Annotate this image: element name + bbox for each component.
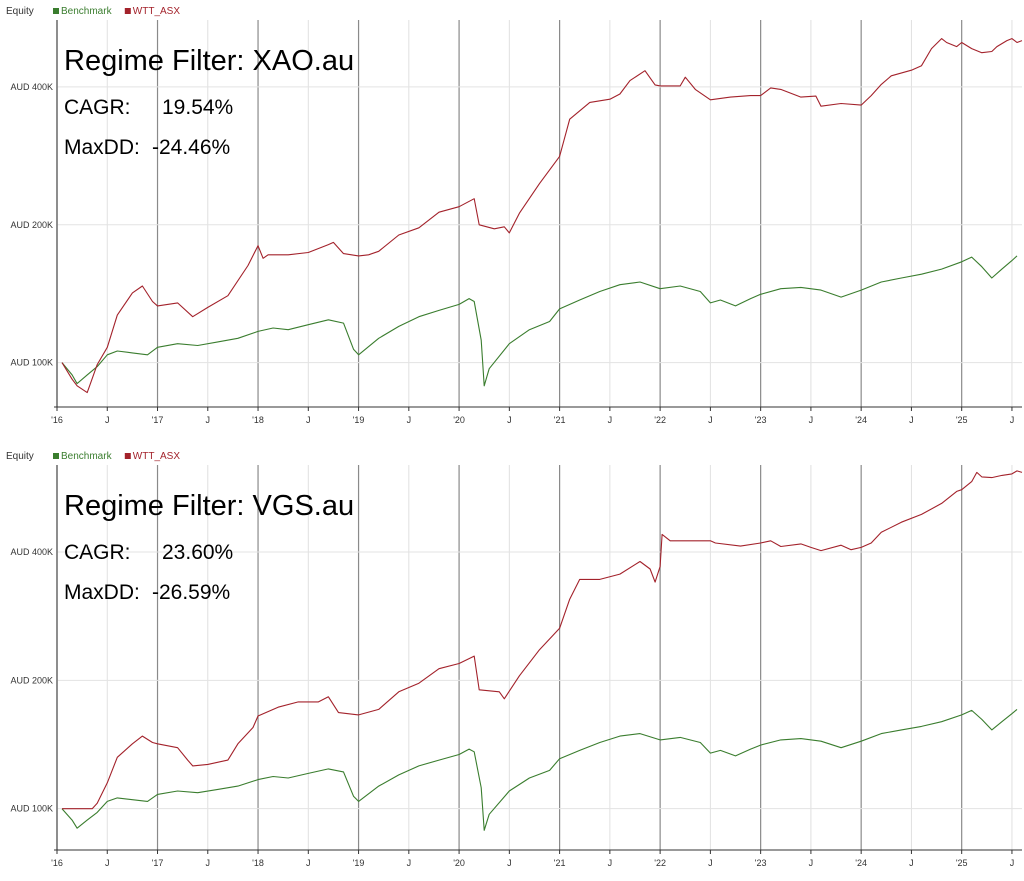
x-tick-label-5: J — [306, 858, 311, 868]
x-tick-label-1: J — [105, 858, 110, 868]
equity-chart-xao: Equity Benchmark WTT_ASX AUD 100K AUD 200K AU… — [0, 0, 1024, 436]
x-tick-label-3: J — [206, 415, 211, 425]
x-tick-label-18: '25 — [956, 415, 968, 425]
equity-chart-vgs-svg: Equity Benchmark WTT_ASX AUD 100K AUD 200K AU… — [6, 451, 1023, 868]
y-tick-label-1: AUD 200K — [10, 675, 53, 685]
y-tick-label-2: AUD 400K — [10, 547, 53, 557]
x-tick-label-19: J — [1010, 415, 1015, 425]
x-tick-label-4: '18 — [252, 415, 264, 425]
x-tick-label-9: J — [507, 415, 512, 425]
x-tick-label-11: J — [608, 415, 613, 425]
stat-value-0: 23.60% — [162, 541, 233, 564]
series-line-wtt-asx — [62, 470, 1023, 810]
x-tick-label-16: '24 — [855, 858, 867, 868]
equity-chart-vgs: Equity Benchmark WTT_ASX AUD 100K AUD 200K AU… — [0, 445, 1024, 881]
x-tick-label-18: '25 — [956, 858, 968, 868]
legend-item-1[interactable]: WTT_ASX — [133, 451, 181, 462]
legend-title: Equity — [6, 6, 34, 17]
x-tick-label-17: J — [909, 858, 914, 868]
x-tick-label-6: '19 — [353, 415, 365, 425]
x-tick-label-9: J — [507, 858, 512, 868]
legend: Equity Benchmark WTT_ASX — [6, 6, 180, 17]
y-tick-label-2: AUD 400K — [10, 82, 53, 92]
legend-item-1[interactable]: WTT_ASX — [133, 6, 181, 17]
x-tick-label-14: '23 — [755, 858, 767, 868]
y-tick-label-0: AUD 100K — [10, 358, 53, 368]
chart-title: Regime Filter: VGS.au — [64, 490, 354, 522]
x-tick-label-12: '22 — [654, 415, 666, 425]
x-tick-label-2: '17 — [152, 858, 164, 868]
legend-swatch-0 — [53, 453, 59, 459]
x-tick-label-17: J — [909, 415, 914, 425]
x-tick-label-16: '24 — [855, 415, 867, 425]
x-tick-label-13: J — [708, 415, 713, 425]
y-tick-label-1: AUD 200K — [10, 220, 53, 230]
x-tick-label-0: '16 — [51, 415, 63, 425]
stat-value-0: 19.54% — [162, 96, 233, 119]
x-tick-label-10: '21 — [554, 415, 566, 425]
x-tick-label-6: '19 — [353, 858, 365, 868]
x-tick-label-5: J — [306, 415, 311, 425]
x-tick-label-14: '23 — [755, 415, 767, 425]
legend-item-0[interactable]: Benchmark — [61, 451, 113, 462]
x-tick-label-0: '16 — [51, 858, 63, 868]
x-tick-label-4: '18 — [252, 858, 264, 868]
grid — [56, 20, 1022, 407]
series-line-benchmark — [61, 708, 1018, 831]
x-tick-label-10: '21 — [554, 858, 566, 868]
legend: Equity Benchmark WTT_ASX — [6, 451, 180, 462]
x-tick-label-8: '20 — [453, 858, 465, 868]
legend-swatch-1 — [124, 8, 131, 14]
x-tick-label-13: J — [708, 858, 713, 868]
equity-chart-xao-svg: Equity Benchmark WTT_ASX AUD 100K AUD 200K AU… — [6, 6, 1023, 425]
x-tick-label-8: '20 — [453, 415, 465, 425]
x-tick-label-19: J — [1010, 858, 1015, 868]
stat-label-0: CAGR: — [64, 96, 131, 119]
legend-swatch-0 — [53, 8, 59, 14]
x-tick-label-3: J — [206, 858, 211, 868]
series-line-benchmark — [61, 255, 1018, 387]
x-tick-label-1: J — [105, 415, 110, 425]
x-tick-label-15: J — [809, 858, 814, 868]
y-tick-label-0: AUD 100K — [10, 804, 53, 814]
x-tick-label-7: J — [407, 858, 412, 868]
stat-label-0: CAGR: — [64, 541, 131, 564]
x-tick-label-2: '17 — [152, 415, 164, 425]
x-tick-label-11: J — [608, 858, 613, 868]
stat-value-1: -26.59% — [152, 581, 230, 604]
x-tick-label-12: '22 — [654, 858, 666, 868]
legend-swatch-1 — [124, 453, 131, 459]
chart-title: Regime Filter: XAO.au — [64, 45, 354, 77]
legend-title: Equity — [6, 451, 34, 462]
x-tick-label-15: J — [809, 415, 814, 425]
legend-item-0[interactable]: Benchmark — [61, 6, 113, 17]
stat-value-1: -24.46% — [152, 136, 230, 159]
x-tick-label-7: J — [407, 415, 412, 425]
stat-label-1: MaxDD: — [64, 581, 140, 604]
stat-label-1: MaxDD: — [64, 136, 140, 159]
series-line-wtt-asx — [61, 38, 1023, 394]
